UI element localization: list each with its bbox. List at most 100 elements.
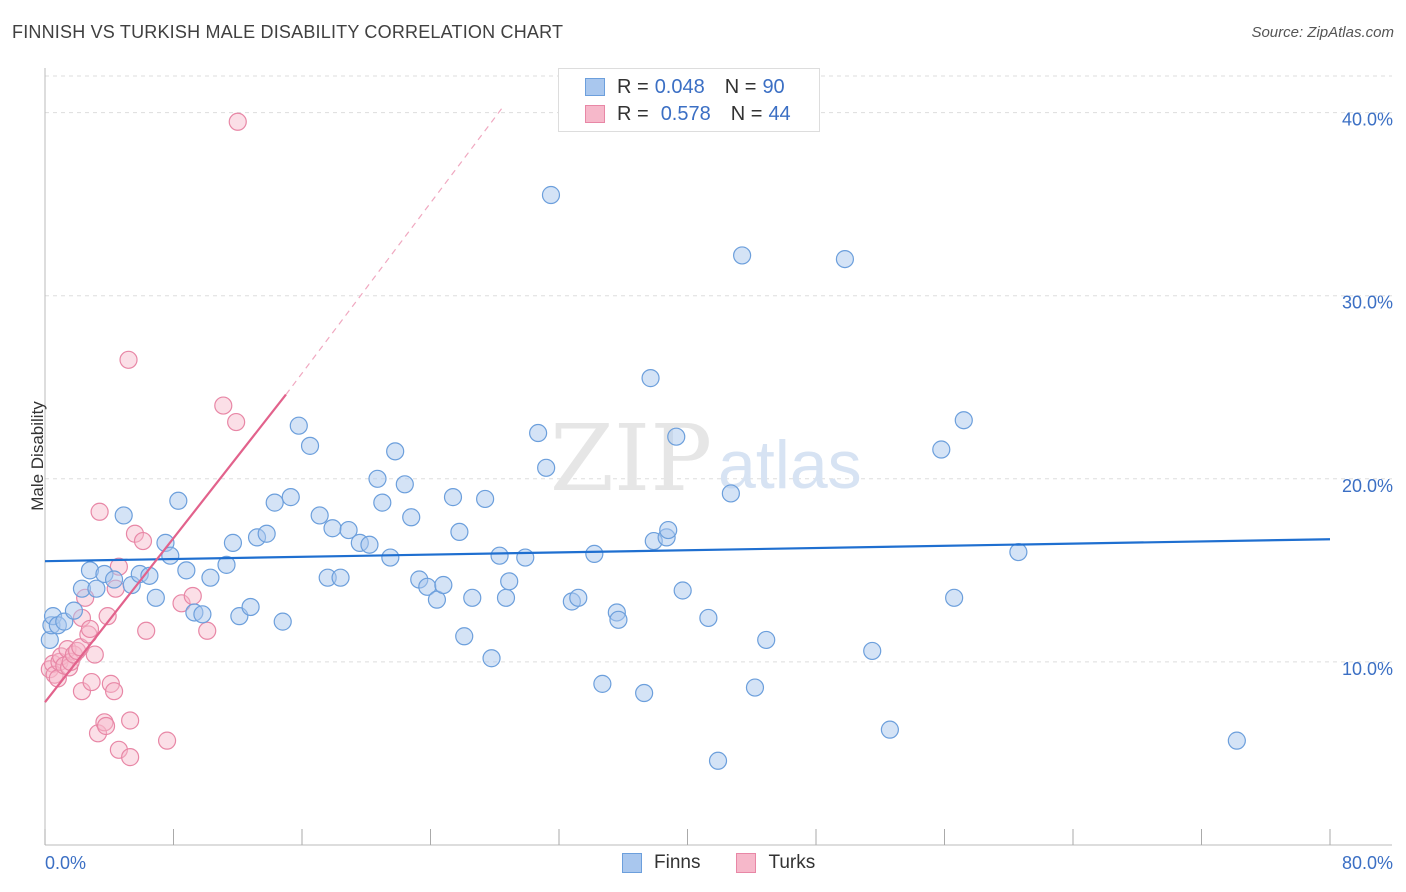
y-tick-labels: 10.0% 20.0% 30.0% 40.0%: [1342, 110, 1393, 679]
finns-point: [87, 579, 106, 598]
legend-item-turks: Turks: [736, 852, 815, 874]
finns-point: [169, 491, 188, 510]
y-tick-label: 20.0%: [1342, 476, 1393, 496]
finns-point: [945, 588, 964, 607]
finns-point: [569, 588, 588, 607]
turks-point: [96, 716, 116, 736]
finns-point: [1227, 731, 1246, 750]
x-tick-label: 0.0%: [45, 853, 86, 873]
legend-n-label: N =: [730, 102, 763, 125]
finns-point: [223, 533, 243, 552]
finns-point: [476, 489, 495, 509]
turks-point: [119, 350, 138, 369]
finns-point: [516, 548, 535, 567]
finns-point: [541, 185, 561, 205]
finns-point: [273, 612, 292, 631]
series-legend: Finns Turks: [622, 852, 851, 874]
finns-point: [733, 246, 752, 265]
finns-point: [659, 520, 678, 540]
y-tick-label: 40.0%: [1342, 110, 1393, 130]
turks-point: [157, 731, 177, 750]
finns-points: [40, 185, 1246, 770]
legend-finns-label: Finns: [654, 852, 701, 873]
finns-point: [281, 488, 300, 507]
legend-r-value: 0.578: [660, 102, 711, 125]
turks-point: [104, 682, 124, 701]
turks-swatch: [736, 853, 757, 873]
finns-point: [463, 588, 482, 607]
legend-n-label: N =: [724, 75, 757, 98]
turks-points: [40, 112, 247, 767]
finns-point: [64, 601, 84, 620]
turks-point: [109, 740, 128, 759]
legend-r-label: R =: [617, 75, 649, 98]
finns-trend-line: [44, 538, 1331, 563]
legend-item-finns: Finns: [622, 852, 700, 874]
correlation-legend: R = 0.048 N = 90 R = 0.578 N = 44: [558, 68, 820, 132]
x-tick-labels: 0.0% 80.0%: [45, 853, 1393, 873]
finns-point: [104, 570, 124, 589]
finns-point: [373, 493, 392, 512]
finns-point: [757, 630, 776, 650]
finns-point: [193, 605, 212, 624]
finns-point: [1009, 542, 1028, 562]
finns-point: [496, 588, 516, 607]
finns-point: [310, 506, 329, 525]
finns-point: [339, 520, 358, 540]
finns-point: [201, 568, 220, 587]
turks-point: [227, 412, 246, 432]
finns-point: [585, 544, 604, 563]
finns-point: [114, 506, 133, 525]
finns-point: [331, 568, 350, 587]
finns-point: [880, 720, 899, 739]
finns-point: [395, 475, 414, 494]
watermark: ZIP atlas: [550, 405, 862, 512]
legend-row-finns: R = 0.048 N = 90: [585, 74, 785, 100]
finns-point: [450, 522, 469, 542]
turks-point: [121, 711, 140, 730]
watermark-atlas: atlas: [718, 427, 862, 503]
turks-point: [85, 645, 104, 664]
y-axis-label: Male Disability: [27, 401, 47, 511]
finns-point: [641, 369, 660, 388]
turks-point: [133, 531, 153, 551]
turks-point: [214, 396, 233, 415]
finns-point: [932, 440, 951, 459]
finns-point: [708, 751, 728, 770]
finns-point: [368, 469, 387, 488]
axes: [44, 68, 1392, 846]
legend-r-value: 0.048: [654, 75, 705, 98]
finns-point: [699, 608, 718, 628]
turks-point: [172, 594, 191, 613]
chart-title: FINNISH VS TURKISH MALE DISABILITY CORRE…: [12, 22, 564, 42]
finns-point: [265, 493, 284, 512]
finns-point: [381, 548, 400, 567]
legend-row-turks: R = 0.578 N = 44: [585, 101, 791, 127]
finns-point: [954, 411, 973, 430]
legend-r-label: R =: [617, 102, 649, 125]
watermark-zip: ZIP: [550, 405, 712, 512]
legend-turks-label: Turks: [768, 852, 816, 873]
finns-point: [745, 678, 765, 697]
finns-point: [217, 555, 236, 574]
finns-point: [323, 519, 342, 538]
finns-point: [635, 683, 654, 703]
finns-point: [482, 649, 501, 668]
finns-point: [537, 458, 556, 477]
turks-trend-extension: [285, 106, 504, 395]
legend-n-value: 44: [768, 102, 791, 125]
turks-point: [80, 619, 100, 639]
turks-point: [137, 621, 156, 640]
y-tick-label: 30.0%: [1342, 293, 1393, 313]
turks-swatch: [585, 105, 605, 123]
finns-point: [443, 488, 463, 507]
turks-point: [198, 621, 217, 640]
finns-point: [360, 535, 379, 554]
finns-swatch: [585, 78, 605, 96]
finns-point: [289, 416, 308, 435]
finns-point: [721, 484, 740, 503]
turks-point: [82, 672, 101, 692]
finns-point: [434, 575, 453, 595]
finns-point: [177, 561, 196, 580]
